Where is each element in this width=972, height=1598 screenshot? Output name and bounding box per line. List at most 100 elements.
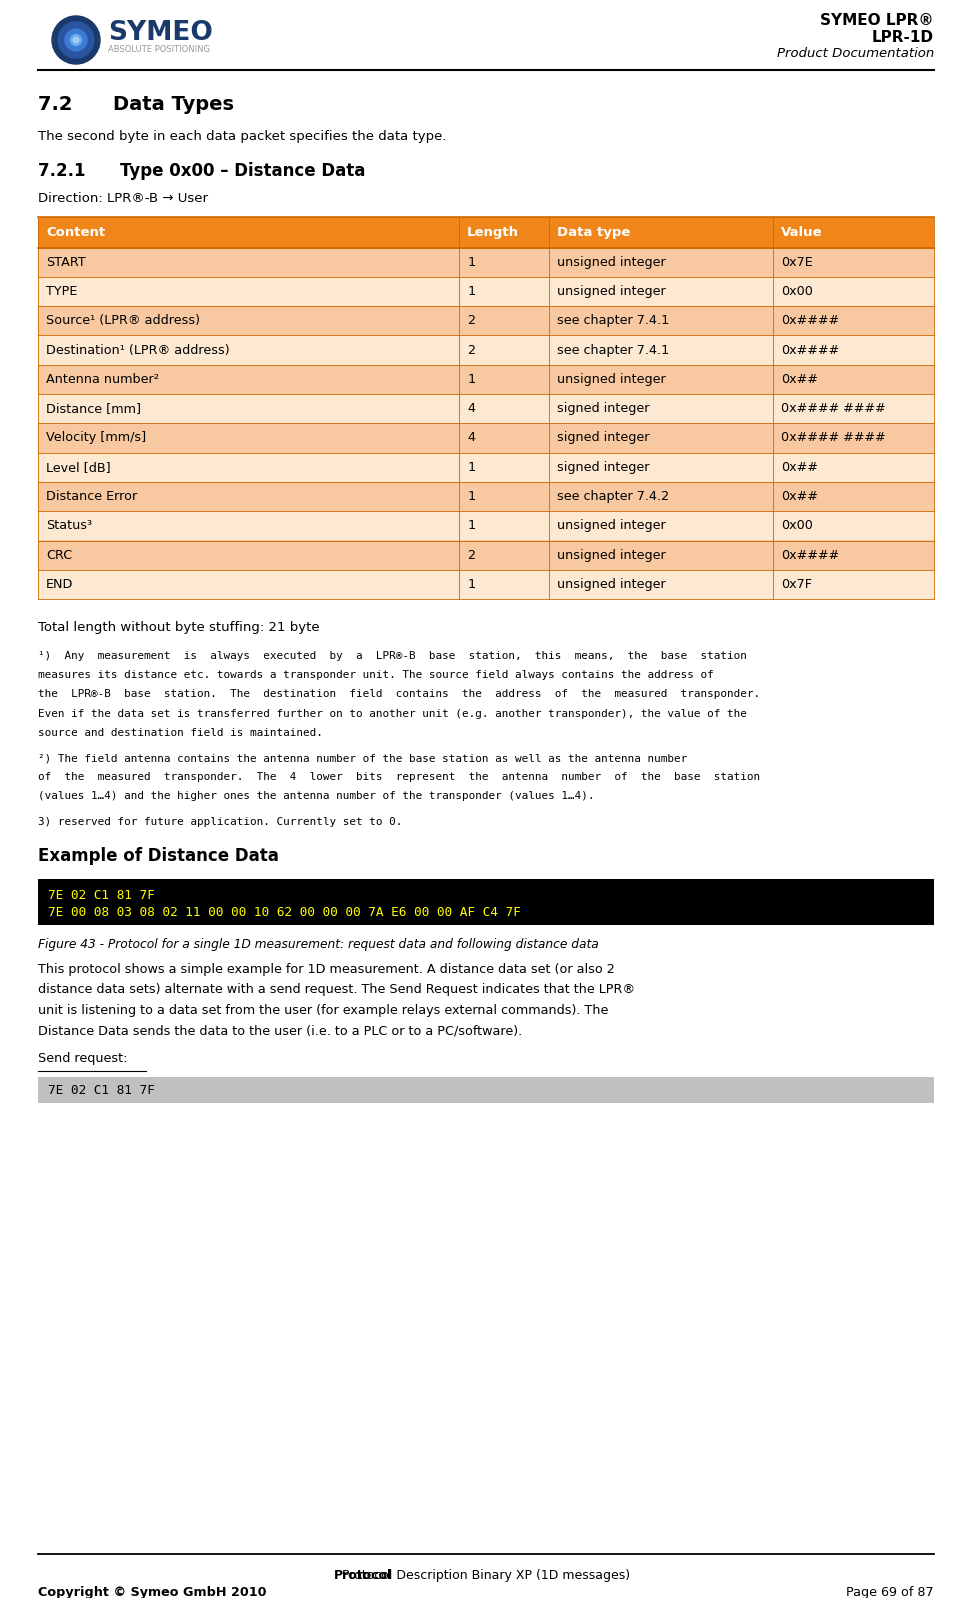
Text: unsigned integer: unsigned integer: [557, 284, 666, 297]
Text: 0x00: 0x00: [781, 519, 813, 532]
Text: 1: 1: [468, 578, 475, 591]
Text: 0x##: 0x##: [781, 460, 817, 473]
Circle shape: [52, 16, 100, 64]
Text: signed integer: signed integer: [557, 403, 649, 415]
Bar: [38, 540, 934, 570]
Text: Content: Content: [46, 225, 105, 238]
Text: the  LPR®-B  base  station.  The  destination  field  contains  the  address  of: the LPR®-B base station. The destination…: [38, 689, 760, 700]
Text: 2: 2: [468, 344, 475, 356]
Text: Source¹ (LPR® address): Source¹ (LPR® address): [46, 315, 200, 328]
Bar: [38, 395, 934, 423]
Text: 3) reserved for future application. Currently set to 0.: 3) reserved for future application. Curr…: [38, 817, 402, 826]
Text: Status³: Status³: [46, 519, 92, 532]
Text: 2: 2: [468, 315, 475, 328]
Text: This protocol shows a simple example for 1D measurement. A distance data set (or: This protocol shows a simple example for…: [38, 962, 614, 976]
Bar: [38, 879, 934, 925]
Text: Protocol: Protocol: [334, 1569, 392, 1582]
Text: Data type: Data type: [557, 225, 630, 238]
Text: ABSOLUTE POSITIONING: ABSOLUTE POSITIONING: [108, 45, 210, 54]
Text: 0x00: 0x00: [781, 284, 813, 297]
Text: unsigned integer: unsigned integer: [557, 256, 666, 268]
Text: unsigned integer: unsigned integer: [557, 548, 666, 561]
Text: see chapter 7.4.1: see chapter 7.4.1: [557, 315, 669, 328]
Text: Product Documentation: Product Documentation: [777, 46, 934, 61]
Text: Distance Error: Distance Error: [46, 491, 137, 503]
Text: signed integer: signed integer: [557, 431, 649, 444]
Text: ²) The field antenna contains the antenna number of the base station as well as : ²) The field antenna contains the antenn…: [38, 753, 687, 764]
Bar: [38, 336, 934, 364]
Text: Example of Distance Data: Example of Distance Data: [38, 847, 279, 865]
Text: 0x####: 0x####: [781, 315, 839, 328]
Text: Distance [mm]: Distance [mm]: [46, 403, 141, 415]
Bar: [38, 483, 934, 511]
Circle shape: [73, 37, 79, 43]
Text: unsigned integer: unsigned integer: [557, 519, 666, 532]
Text: see chapter 7.4.2: see chapter 7.4.2: [557, 491, 669, 503]
Text: Total length without byte stuffing: 21 byte: Total length without byte stuffing: 21 b…: [38, 622, 320, 634]
Text: source and destination field is maintained.: source and destination field is maintain…: [38, 729, 323, 738]
Bar: [38, 511, 934, 540]
Text: of  the  measured  transponder.  The  4  lower  bits  represent  the  antenna  n: of the measured transponder. The 4 lower…: [38, 772, 760, 783]
Text: 4: 4: [468, 403, 475, 415]
Text: measures its distance etc. towards a transponder unit. The source field always c: measures its distance etc. towards a tra…: [38, 670, 713, 681]
Text: (values 1…4) and the higher ones the antenna number of the transponder (values 1: (values 1…4) and the higher ones the ant…: [38, 791, 595, 802]
Bar: [38, 276, 934, 307]
Text: Direction: LPR®-B → User: Direction: LPR®-B → User: [38, 192, 208, 205]
Text: 1: 1: [468, 256, 475, 268]
Text: 7.2.1      Type 0x00 – Distance Data: 7.2.1 Type 0x00 – Distance Data: [38, 161, 365, 181]
Text: LPR-1D: LPR-1D: [872, 30, 934, 45]
Text: 0x####: 0x####: [781, 344, 839, 356]
Text: ¹)  Any  measurement  is  always  executed  by  a  LPR®-B  base  station,  this : ¹) Any measurement is always executed by…: [38, 650, 746, 662]
Text: 1: 1: [468, 284, 475, 297]
Text: Page 69 of 87: Page 69 of 87: [847, 1585, 934, 1598]
Text: 2: 2: [468, 548, 475, 561]
Text: signed integer: signed integer: [557, 460, 649, 473]
Text: Distance Data sends the data to the user (i.e. to a PLC or to a PC/software).: Distance Data sends the data to the user…: [38, 1024, 522, 1037]
Bar: [38, 307, 934, 336]
Text: 7E 00 08 03 08 02 11 00 00 10 62 00 00 00 7A E6 00 00 AF C4 7F: 7E 00 08 03 08 02 11 00 00 10 62 00 00 0…: [48, 906, 521, 919]
Text: 1: 1: [468, 491, 475, 503]
Bar: [38, 248, 934, 276]
Circle shape: [71, 35, 82, 45]
Text: 7.2      Data Types: 7.2 Data Types: [38, 94, 234, 113]
Text: 1: 1: [468, 519, 475, 532]
Text: 4: 4: [468, 431, 475, 444]
Text: Copyright © Symeo GmbH 2010: Copyright © Symeo GmbH 2010: [38, 1585, 266, 1598]
Text: Velocity [mm/s]: Velocity [mm/s]: [46, 431, 146, 444]
Text: 0x7E: 0x7E: [781, 256, 813, 268]
Text: distance data sets) alternate with a send request. The Send Request indicates th: distance data sets) alternate with a sen…: [38, 983, 635, 996]
Text: Level [dB]: Level [dB]: [46, 460, 111, 473]
Text: unsigned integer: unsigned integer: [557, 578, 666, 591]
Text: TYPE: TYPE: [46, 284, 78, 297]
Text: Antenna number²: Antenna number²: [46, 372, 159, 385]
Text: 0x##: 0x##: [781, 491, 817, 503]
Bar: [38, 364, 934, 395]
Text: Even if the data set is transferred further on to another unit (e.g. another tra: Even if the data set is transferred furt…: [38, 708, 746, 719]
Text: 7E 02 C1 81 7F: 7E 02 C1 81 7F: [48, 888, 155, 901]
Text: 0x####: 0x####: [781, 548, 839, 561]
Circle shape: [65, 29, 87, 51]
Text: Send request:: Send request:: [38, 1051, 127, 1064]
Text: unsigned integer: unsigned integer: [557, 372, 666, 385]
Text: END: END: [46, 578, 73, 591]
Text: Destination¹ (LPR® address): Destination¹ (LPR® address): [46, 344, 229, 356]
Text: 0x7F: 0x7F: [781, 578, 812, 591]
Text: CRC: CRC: [46, 548, 72, 561]
Text: Figure 43 - Protocol for a single 1D measurement: request data and following dis: Figure 43 - Protocol for a single 1D mea…: [38, 938, 599, 951]
Bar: [38, 452, 934, 483]
Text: 0x#### ####: 0x#### ####: [781, 403, 885, 415]
Bar: [38, 1077, 934, 1103]
Bar: [38, 570, 934, 599]
Text: START: START: [46, 256, 86, 268]
Text: 1: 1: [468, 460, 475, 473]
Text: Protocol Description Binary XP (1D messages): Protocol Description Binary XP (1D messa…: [342, 1569, 630, 1582]
Bar: [38, 423, 934, 452]
Text: 0x##: 0x##: [781, 372, 817, 385]
Text: Length: Length: [468, 225, 519, 238]
Text: Value: Value: [781, 225, 822, 238]
Text: 7E 02 C1 81 7F: 7E 02 C1 81 7F: [48, 1083, 155, 1098]
Text: SYMEO LPR®: SYMEO LPR®: [820, 13, 934, 29]
Text: The second byte in each data packet specifies the data type.: The second byte in each data packet spec…: [38, 129, 446, 142]
Circle shape: [58, 22, 94, 58]
Text: unit is listening to a data set from the user (for example relays external comma: unit is listening to a data set from the…: [38, 1004, 608, 1016]
